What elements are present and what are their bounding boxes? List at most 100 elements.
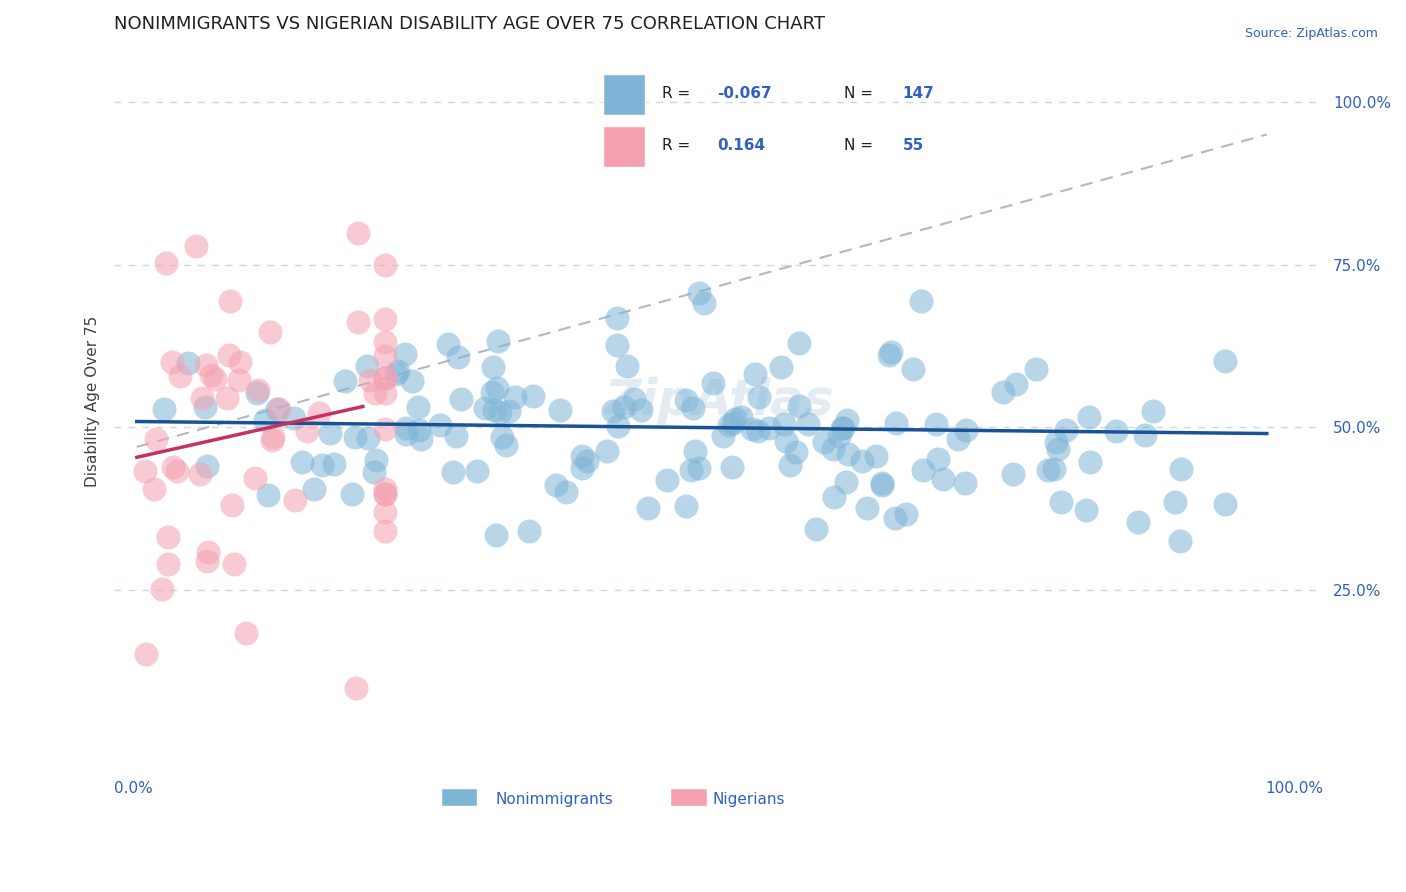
FancyBboxPatch shape (603, 74, 645, 114)
Text: 0.0%: 0.0% (114, 781, 153, 796)
Point (482, 403, 505, 417)
Point (804, 522, 827, 536)
Point (721, 417, 744, 431)
Point (395, 427, 418, 442)
Point (1045, 434, 1067, 449)
Point (262, 433, 284, 447)
Point (1047, 442, 1070, 456)
Point (688, 286, 710, 301)
Point (217, 391, 239, 405)
Point (485, 527, 508, 541)
Point (374, 505, 396, 519)
FancyBboxPatch shape (671, 788, 707, 805)
Point (571, 449, 593, 463)
Point (548, 403, 571, 417)
Point (374, 524, 396, 538)
Point (723, 412, 745, 426)
Point (837, 413, 859, 427)
Text: Nigerians: Nigerians (713, 791, 785, 806)
Point (347, 315, 370, 329)
Point (302, 483, 325, 497)
Point (311, 458, 333, 472)
Point (517, 524, 540, 539)
Point (169, 369, 191, 384)
Point (283, 411, 305, 425)
Text: 147: 147 (903, 87, 935, 102)
Point (166, 464, 188, 478)
Point (955, 423, 977, 437)
Point (831, 420, 853, 434)
Point (156, 557, 179, 571)
Point (145, 432, 167, 446)
Point (229, 355, 252, 369)
Point (1002, 467, 1025, 482)
Point (204, 372, 226, 386)
Point (356, 359, 378, 374)
Point (363, 465, 385, 479)
Point (188, 467, 211, 481)
Point (387, 363, 409, 377)
Text: NONIMMIGRANTS VS NIGERIAN DISABILITY AGE OVER 75 CORRELATION CHART: NONIMMIGRANTS VS NIGERIAN DISABILITY AGE… (114, 15, 825, 33)
Point (1054, 423, 1077, 437)
Point (162, 355, 184, 369)
Point (832, 420, 855, 434)
Point (333, 374, 356, 388)
Point (197, 545, 219, 559)
Point (606, 338, 628, 352)
Point (546, 478, 568, 492)
Point (630, 403, 652, 417)
Point (720, 459, 742, 474)
Point (872, 475, 894, 490)
Point (787, 399, 810, 413)
Point (366, 453, 388, 467)
Point (1213, 354, 1236, 368)
Point (613, 400, 636, 414)
Point (228, 373, 250, 387)
Point (1049, 494, 1071, 508)
Point (1142, 403, 1164, 417)
Point (190, 391, 212, 405)
Point (224, 558, 246, 572)
Point (194, 359, 217, 373)
Text: 100.0%: 100.0% (1265, 781, 1323, 796)
Point (195, 554, 218, 568)
Point (436, 337, 458, 351)
Point (1168, 534, 1191, 549)
Point (655, 473, 678, 487)
Point (870, 478, 893, 492)
Point (488, 405, 510, 419)
Point (385, 368, 408, 382)
Point (616, 359, 638, 374)
Point (295, 424, 318, 438)
Point (486, 334, 509, 348)
Point (221, 498, 243, 512)
Point (927, 451, 949, 466)
Point (150, 582, 173, 596)
Text: R =: R = (662, 138, 696, 153)
Point (606, 419, 628, 434)
Point (259, 325, 281, 339)
Point (498, 404, 520, 418)
Point (576, 454, 599, 468)
Point (883, 510, 905, 524)
Point (837, 447, 859, 461)
Point (450, 392, 472, 406)
Point (441, 466, 464, 480)
Point (1078, 455, 1101, 469)
Point (821, 442, 844, 456)
Point (243, 471, 266, 485)
Point (835, 475, 858, 490)
Point (571, 461, 593, 475)
Point (155, 256, 177, 270)
Point (901, 362, 924, 376)
Point (894, 507, 917, 521)
Point (359, 373, 381, 387)
Point (602, 404, 624, 418)
Point (266, 401, 288, 416)
Point (485, 381, 508, 395)
Text: Source: ZipAtlas.com: Source: ZipAtlas.com (1244, 27, 1378, 40)
Point (374, 258, 396, 272)
Point (637, 500, 659, 515)
Point (865, 450, 887, 464)
Point (357, 432, 380, 446)
